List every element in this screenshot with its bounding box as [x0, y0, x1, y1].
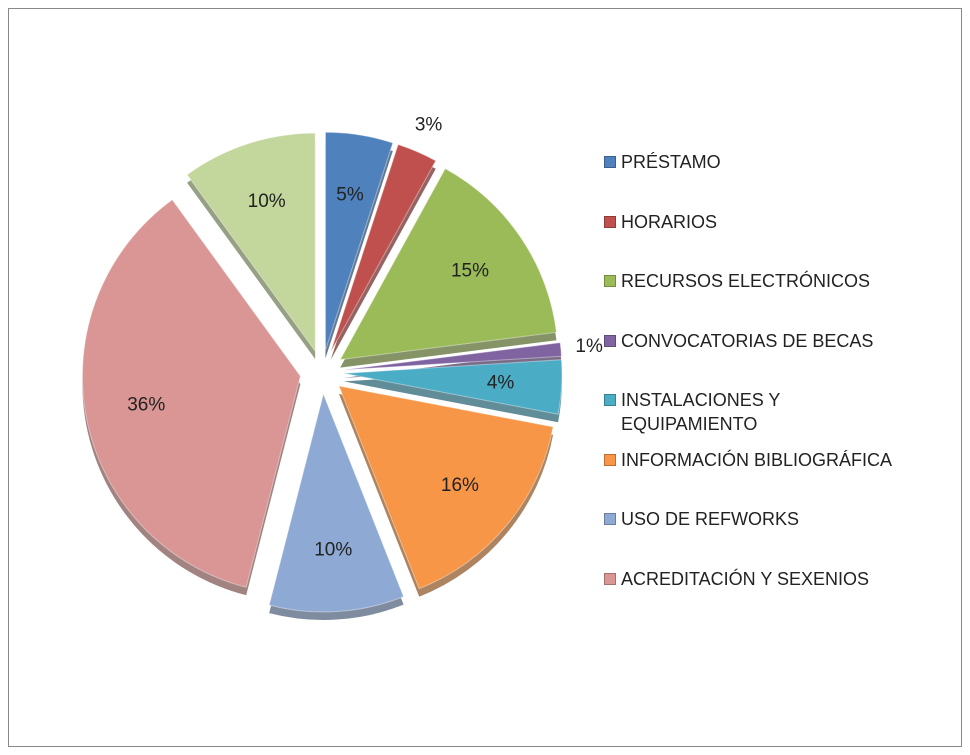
legend-label: RECURSOS ELECTRÓNICOS: [621, 271, 871, 291]
legend-swatch: [604, 215, 616, 228]
legend-swatch: [604, 453, 616, 466]
legend-label: INSTALACIONES Y EQUIPAMIENTO: [621, 390, 781, 434]
legend-swatch: [604, 572, 616, 585]
pie-slice: [343, 359, 563, 415]
data-label: 36%: [127, 395, 165, 416]
legend-entry: HORARIOS: [604, 210, 934, 234]
legend-swatch: [604, 334, 616, 347]
legend-entry: INSTALACIONES Y EQUIPAMIENTO: [604, 388, 934, 436]
data-label: 16%: [441, 475, 479, 496]
pie-slice: [186, 132, 316, 353]
pie-slice: [339, 167, 558, 361]
data-label: 10%: [248, 191, 286, 212]
legend-label: ACREDITACIÓN Y SEXENIOS: [621, 568, 870, 589]
pie-slice: [268, 392, 405, 613]
legend-swatch: [604, 275, 616, 287]
data-label: 3%: [415, 115, 443, 136]
data-label: 15%: [451, 260, 489, 281]
legend-entry: USO DE REFWORKS: [604, 507, 934, 531]
data-label: 1%: [575, 336, 603, 357]
pie-slice: [338, 385, 554, 590]
pie-slice: [324, 131, 394, 351]
legend-label: USO DE REFWORKS: [621, 509, 800, 529]
legend-entry: CONVOCATORIAS DE BECAS: [604, 329, 934, 353]
data-label: 4%: [487, 372, 515, 393]
data-label: 10%: [314, 540, 352, 561]
legend-label: HORARIOS: [621, 211, 718, 232]
legend-entry: PRÉSTAMO: [604, 150, 934, 174]
legend-entry: ACREDITACIÓN Y SEXENIOS: [604, 567, 934, 591]
legend-swatch: [604, 394, 616, 406]
legend-label: INFORMACIÓN BIBLIOGRÁFICA: [621, 449, 893, 470]
legend-entry: INFORMACIÓN BIBLIOGRÁFICA: [604, 448, 934, 472]
pie-slice: [81, 199, 301, 588]
legend-label: PRÉSTAMO: [621, 152, 721, 172]
pie-slice: [343, 342, 563, 371]
legend-swatch: [604, 513, 616, 525]
data-label: 5%: [336, 184, 364, 205]
legend-entry: RECURSOS ELECTRÓNICOS: [604, 269, 934, 293]
legend-label: CONVOCATORIAS DE BECAS: [621, 330, 874, 351]
pie-slice: [330, 143, 437, 353]
legend-swatch: [604, 156, 616, 168]
